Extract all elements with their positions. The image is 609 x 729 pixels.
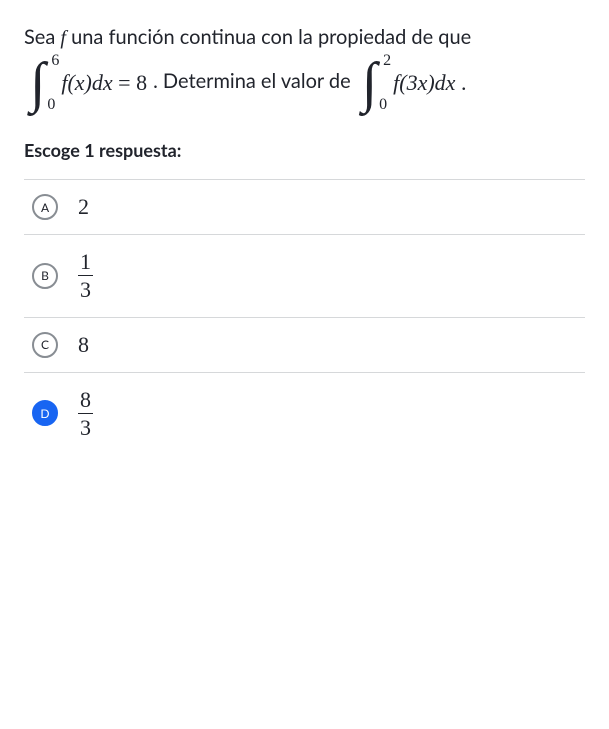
question-seg1: Sea (24, 25, 60, 49)
integral1-lower: 0 (47, 97, 55, 113)
integral2-lower: 0 (379, 97, 387, 113)
integral2-integrand: f(3x)dx . (393, 64, 466, 101)
choose-prompt: Escoge 1 respuesta: (24, 139, 585, 161)
question-seg2: una función continua con la propiedad de… (66, 25, 471, 49)
choice-d[interactable]: D 8 3 (24, 372, 585, 455)
choice-c[interactable]: C 8 (24, 317, 585, 372)
question-text: Sea f una función continua con la propie… (24, 20, 585, 111)
integral1-upper: 6 (51, 53, 59, 69)
choice-a-bubble[interactable]: A (32, 194, 58, 220)
choice-d-value: 8 3 (78, 387, 93, 441)
choice-a-letter: A (41, 200, 49, 215)
choice-a[interactable]: A 2 (24, 179, 585, 234)
integral-sign-icon: ∫ 2 0 (362, 55, 377, 111)
choice-c-letter: C (41, 337, 49, 352)
choice-d-bubble[interactable]: D (32, 400, 58, 426)
choice-b-letter: B (41, 268, 49, 283)
integral1-integrand: f(x)dx = 8 (61, 64, 147, 101)
integral-1: ∫ 6 0 f(x)dx = 8 (30, 55, 147, 111)
choice-c-bubble[interactable]: C (32, 332, 58, 358)
choice-b-value: 1 3 (78, 249, 93, 303)
integral-2: ∫ 2 0 f(3x)dx . (362, 55, 467, 111)
choice-b-bubble[interactable]: B (32, 263, 58, 289)
integral-sign-icon: ∫ 6 0 (30, 55, 45, 111)
choice-d-letter: D (40, 406, 49, 421)
choice-a-value: 2 (78, 194, 89, 220)
choice-c-value: 8 (78, 332, 89, 358)
choice-b[interactable]: B 1 3 (24, 234, 585, 317)
question-seg3: . Determina el valor de (153, 69, 356, 93)
integral2-upper: 2 (383, 53, 391, 69)
